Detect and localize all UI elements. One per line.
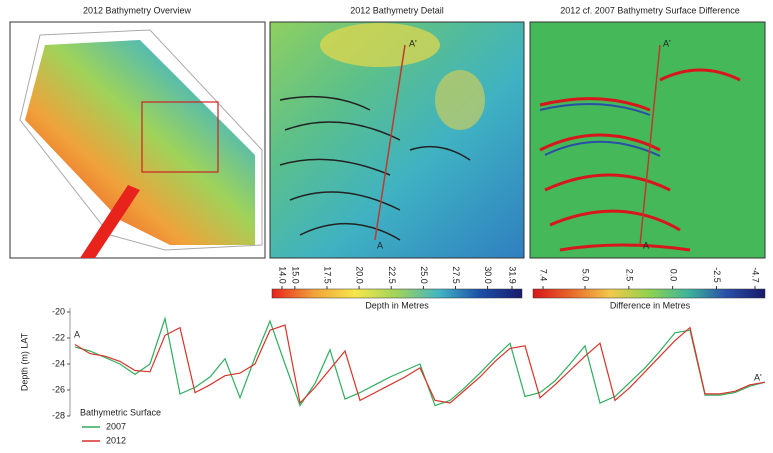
legend-label: 2007	[106, 421, 126, 431]
colorbar-tick-label: 15.0	[290, 266, 300, 284]
y-axis-label: Depth (m) LAT	[19, 332, 29, 391]
colorbar-tick-label: 5.0	[581, 269, 591, 282]
colorbar-tick-label: -2.5	[712, 267, 722, 283]
colorbar-label: Depth in Metres	[365, 300, 429, 310]
section-start-label: A	[643, 240, 649, 250]
colorbar-tick-label: 22.5	[387, 266, 397, 284]
profile-line	[74, 316, 766, 407]
colorbar-tick-label: 0.0	[668, 269, 678, 282]
panel-title: 2012 Bathymetry Overview	[83, 5, 192, 15]
colorbar-tick-label: 30.0	[483, 266, 493, 284]
overview-map	[9, 21, 266, 259]
start-label: A	[74, 329, 80, 339]
colorbar	[532, 288, 766, 299]
difference-map	[529, 21, 766, 259]
colorbar-tick-label: 20.0	[355, 266, 365, 284]
panel-title: 2012 Bathymetry Detail	[350, 5, 444, 15]
y-tick-label: -22	[52, 332, 65, 342]
y-tick-label: -20	[52, 306, 65, 316]
colorbar-tick-label: 14.0	[278, 266, 288, 284]
colorbar-tick-label: -4.7	[751, 267, 761, 283]
colorbar-tick-label: 7.4	[539, 269, 549, 282]
colorbar-tick-label: 25.0	[419, 266, 429, 284]
section-end-label: A'	[409, 38, 417, 48]
section-start-label: A	[377, 240, 383, 250]
section-end-label: A'	[663, 38, 671, 48]
colorbar-label: Difference in Metres	[610, 300, 691, 310]
y-tick-label: -28	[52, 410, 65, 420]
colorbar-tick-label: 2.5	[624, 269, 634, 282]
detail-map	[269, 21, 525, 259]
colorbar-tick-label: 17.5	[323, 266, 333, 284]
colorbar	[271, 288, 523, 299]
end-label: A'	[754, 372, 762, 382]
y-tick-label: -24	[52, 358, 65, 368]
panel-title: 2012 cf. 2007 Bathymetry Surface Differe…	[560, 5, 739, 15]
profile-line	[74, 324, 766, 405]
legend-title: Bathymetric Surface	[80, 407, 161, 417]
legend-label: 2012	[106, 435, 126, 445]
colorbar-tick-label: 31.9	[508, 266, 518, 284]
y-tick-label: -26	[52, 384, 65, 394]
colorbar-tick-label: 27.5	[451, 266, 461, 284]
